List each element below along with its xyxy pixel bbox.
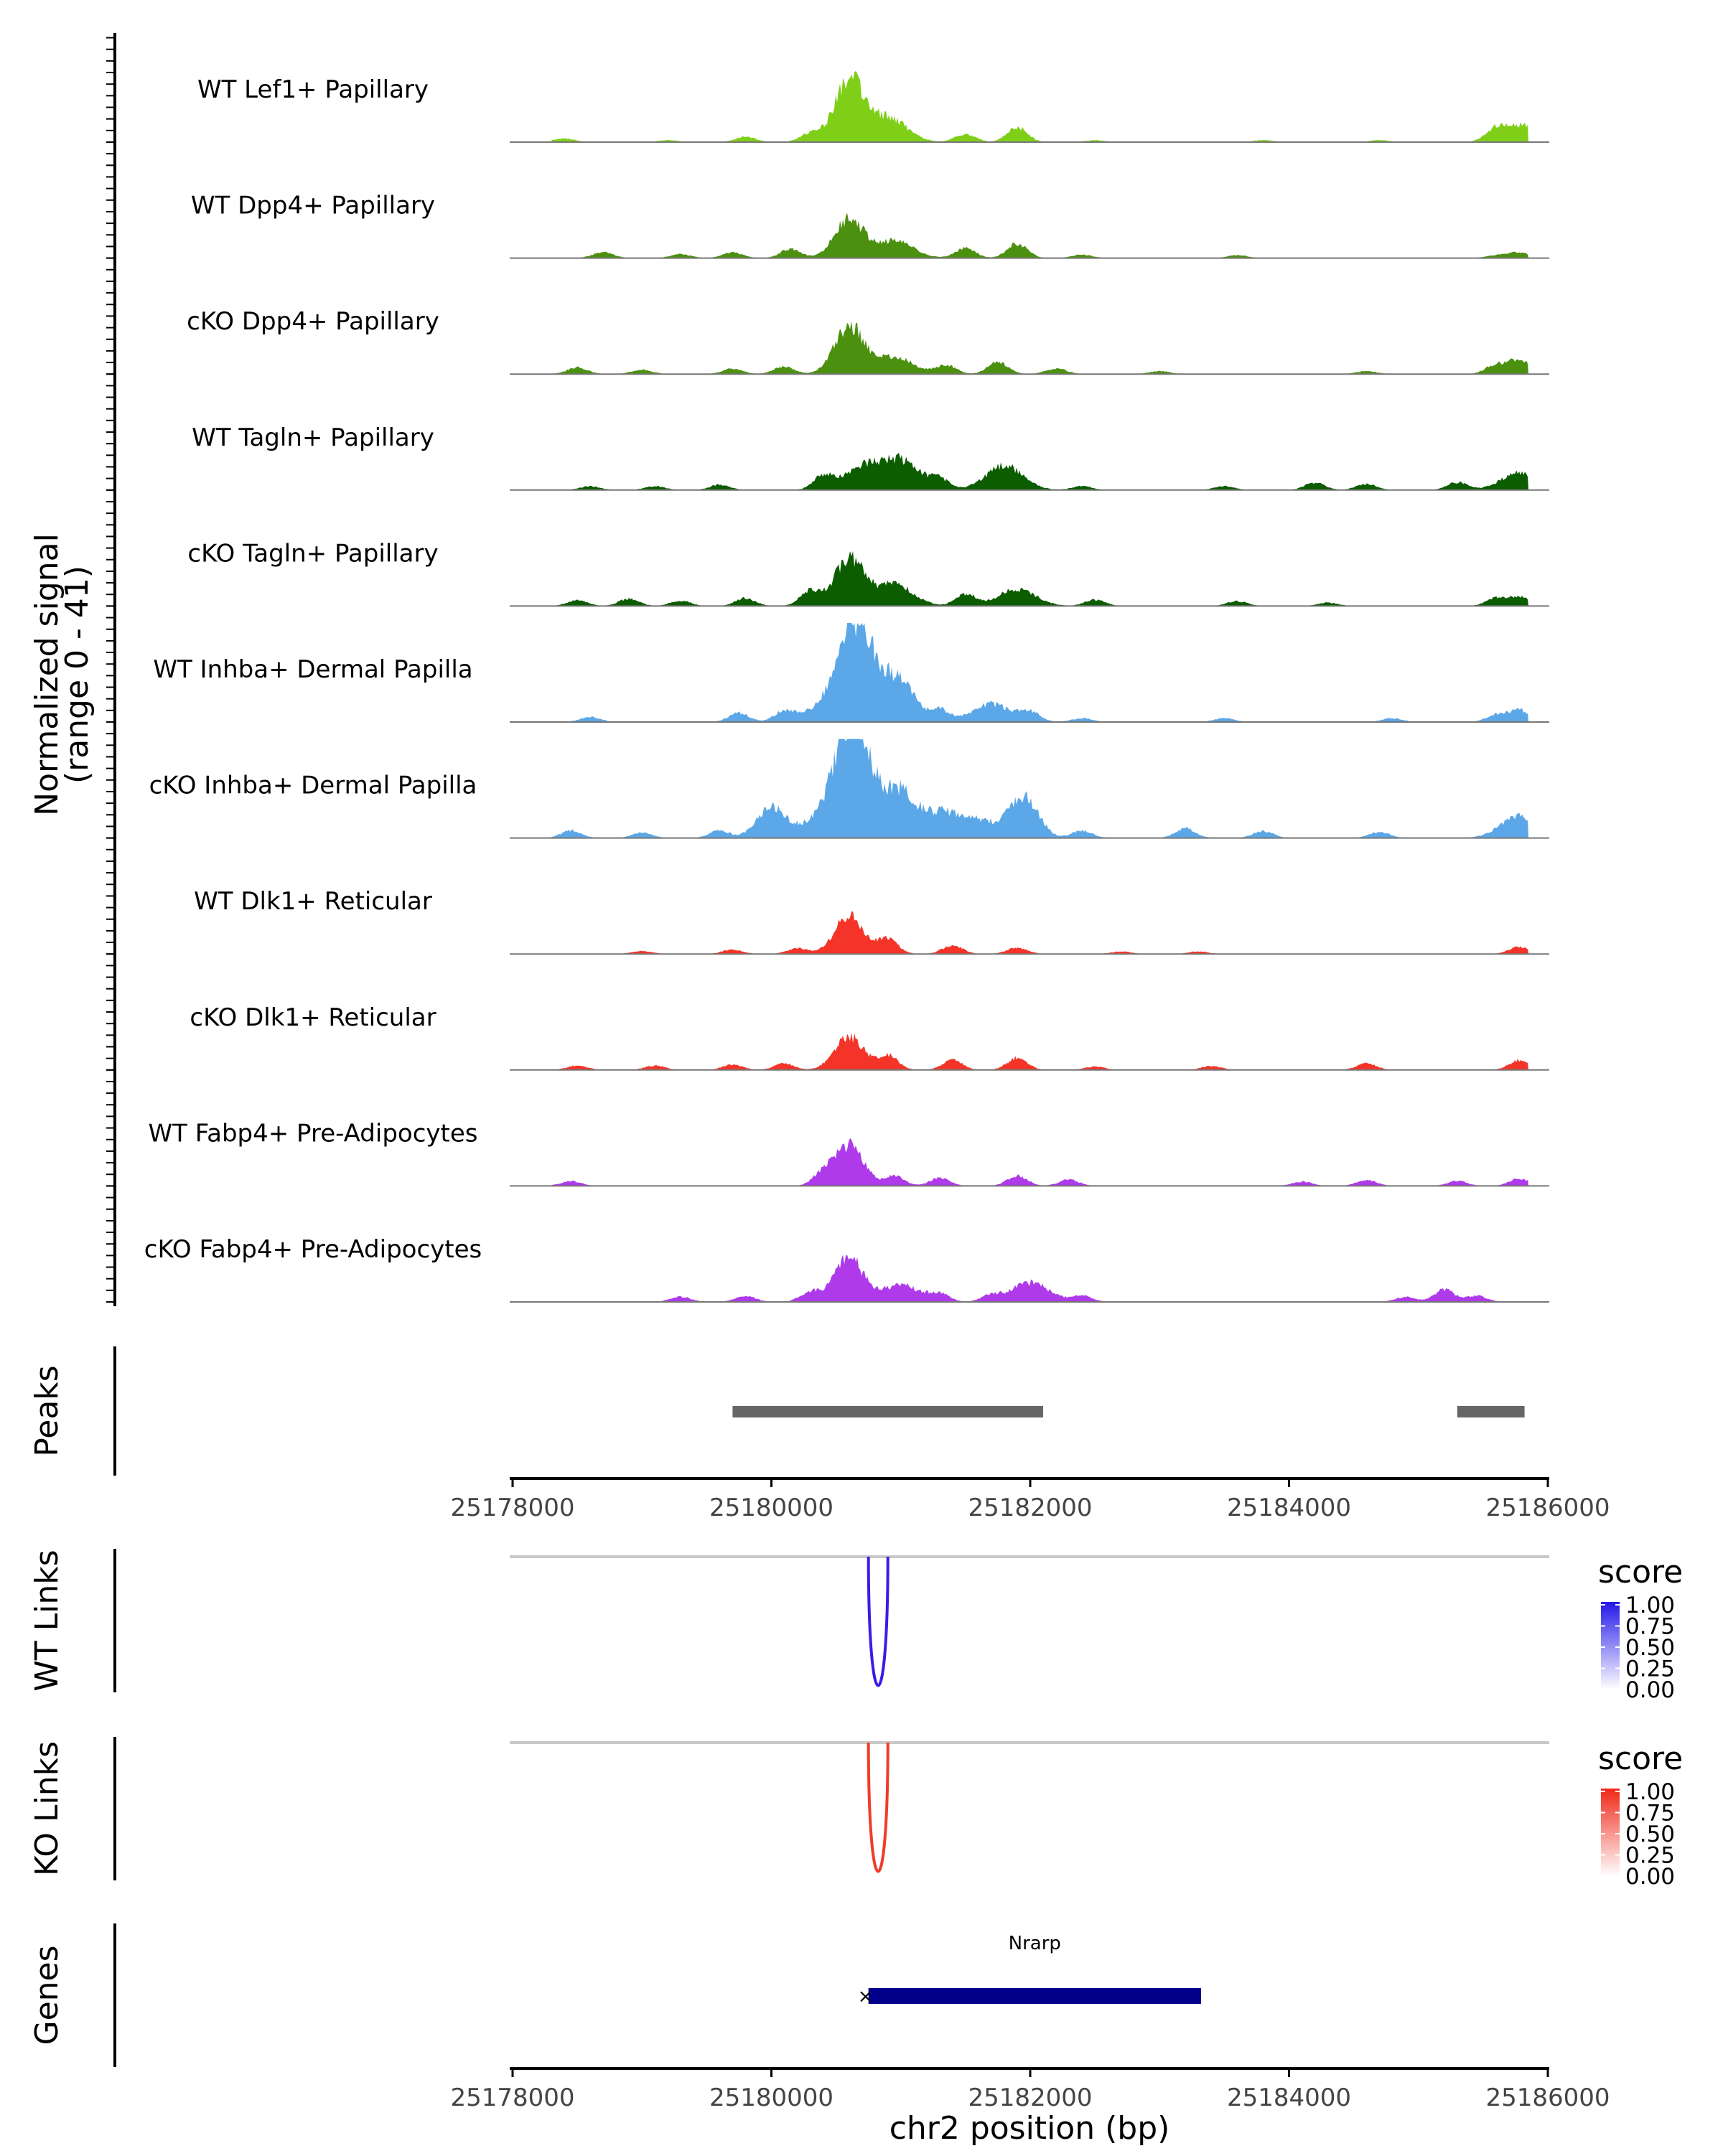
legend-tick-label: 1.00 [1625, 1779, 1675, 1805]
signal-area [551, 212, 1528, 258]
legend-tick-label: 0.25 [1625, 1843, 1675, 1869]
y-axis-range: (range 0 - 41) [59, 566, 95, 784]
coverage-panel: Normalized signal (range 0 - 41) WT Lef1… [29, 33, 1549, 1306]
link-arc [867, 1556, 889, 1687]
peaks-track-label: Peaks [29, 1365, 65, 1456]
x-tick-label: 25184000 [1227, 1494, 1351, 1522]
x-tick-label: 25182000 [968, 1494, 1092, 1522]
gene-body [868, 1988, 1201, 2004]
x-axis-upper: 25178000 25180000 25182000 25184000 25186000 [450, 1477, 1610, 1522]
track-label: cKO Dlk1+ Reticular [190, 1003, 436, 1032]
gene-name: Nrarp [1009, 1933, 1061, 1954]
x-tick-label: 25182000 [968, 2084, 1092, 2112]
signal-area [551, 1033, 1528, 1070]
signal-area [551, 911, 1528, 955]
track-cko-dpp4-papillary: cKO Dpp4+ Papillary [187, 307, 1549, 375]
track-label: WT Lef1+ Papillary [197, 75, 429, 104]
y-axis-title: Normalized signal [29, 533, 65, 816]
track-wt-lef1-papillary: WT Lef1+ Papillary [197, 70, 1549, 143]
track-label: WT Dlk1+ Reticular [194, 887, 432, 916]
wt-legend-title: score [1598, 1554, 1683, 1590]
x-tick-label: 25180000 [709, 2084, 834, 2112]
wt-links-track-label: WT Links [29, 1550, 65, 1691]
peak-region [1457, 1406, 1525, 1417]
peak-region [732, 1406, 1044, 1417]
wt-legend-ticks: 1.000.750.500.250.00 [1601, 1593, 1675, 1703]
x-tick-label: 25184000 [1227, 2084, 1351, 2112]
x-axis-lower: 25178000 25180000 25182000 25184000 25186000 [450, 2067, 1610, 2112]
x-axis-title: chr2 position (bp) [889, 2110, 1170, 2147]
track-label: cKO Dpp4+ Papillary [187, 307, 439, 336]
link-arc [867, 1742, 889, 1873]
legend-tick-label: 0.50 [1625, 1822, 1675, 1847]
coverage-y-ticks [106, 37, 115, 1303]
track-cko-inhba-dermal-papilla: cKO Inhba+ Dermal Papilla [149, 739, 1549, 839]
x-tick-label: 25180000 [709, 1494, 834, 1522]
signal-area [551, 551, 1528, 606]
ko-links-panel: KO Links [29, 1737, 1549, 1880]
x-tick-label: 25186000 [1485, 2084, 1610, 2112]
ko-link-arcs [867, 1742, 889, 1873]
signal-area [551, 1255, 1528, 1302]
track-label: WT Dpp4+ Papillary [191, 192, 435, 220]
track-label: WT Fabp4+ Pre-Adipocytes [149, 1119, 478, 1148]
track-wt-fabp4-pre-adipocytes: WT Fabp4+ Pre-Adipocytes [149, 1119, 1549, 1187]
genes-track-label: Genes [29, 1945, 65, 2045]
legend-tick-label: 0.00 [1625, 1864, 1675, 1890]
track-label: WT Inhba+ Dermal Papilla [153, 655, 472, 684]
track-wt-dpp4-papillary: WT Dpp4+ Papillary [191, 192, 1549, 259]
wt-links-panel: WT Links [29, 1549, 1549, 1692]
peak-regions [732, 1406, 1525, 1417]
legend-tick-label: 0.75 [1625, 1614, 1675, 1640]
track-wt-dlk1-reticular: WT Dlk1+ Reticular [194, 887, 1549, 955]
wt-score-legend: score 1.000.750.500.250.00 [1598, 1554, 1683, 1703]
track-cko-fabp4-pre-adipocytes: cKO Fabp4+ Pre-Adipocytes [144, 1235, 1549, 1303]
wt-link-arcs [867, 1556, 889, 1687]
track-cko-tagln-papillary: cKO Tagln+ Papillary [187, 539, 1549, 607]
signal-area [551, 739, 1528, 838]
wt-legend-colorbar [1601, 1602, 1620, 1689]
x-tick-label: 25178000 [450, 2084, 574, 2112]
ko-score-legend: score 1.000.750.500.250.00 [1598, 1740, 1683, 1890]
legend-tick-label: 0.75 [1625, 1801, 1675, 1827]
signal-area [551, 1138, 1528, 1186]
ko-legend-colorbar [1601, 1789, 1620, 1876]
track-label: WT Tagln+ Papillary [192, 423, 434, 452]
gene-strand-marker: × [858, 1986, 874, 2007]
x-tick-label: 25178000 [450, 1494, 574, 1522]
genes-panel: Genes Nrarp × [29, 1923, 1201, 2067]
track-cko-dlk1-reticular: cKO Dlk1+ Reticular [190, 1003, 1549, 1071]
ko-legend-ticks: 1.000.750.500.250.00 [1601, 1779, 1675, 1890]
legend-tick-label: 0.50 [1625, 1635, 1675, 1661]
peaks-panel: Peaks [29, 1346, 1525, 1476]
gene-models: Nrarp × [858, 1933, 1201, 2007]
track-label: cKO Fabp4+ Pre-Adipocytes [144, 1235, 482, 1264]
ko-legend-title: score [1598, 1740, 1683, 1777]
coverage-tracks: WT Lef1+ Papillary WT Dpp4+ Papillary cKO … [144, 70, 1549, 1303]
track-wt-inhba-dermal-papilla: WT Inhba+ Dermal Papilla [153, 623, 1549, 723]
signal-area [551, 452, 1528, 490]
ko-links-track-label: KO Links [29, 1741, 65, 1876]
x-tick-label: 25186000 [1485, 1494, 1610, 1522]
signal-area [551, 321, 1528, 375]
legend-tick-label: 1.00 [1625, 1593, 1675, 1618]
signal-area [551, 623, 1528, 722]
track-wt-tagln-papillary: WT Tagln+ Papillary [192, 423, 1549, 491]
legend-tick-label: 0.00 [1625, 1677, 1675, 1703]
legend-tick-label: 0.25 [1625, 1656, 1675, 1682]
signal-area [551, 70, 1528, 142]
track-label: cKO Inhba+ Dermal Papilla [149, 772, 477, 800]
track-label: cKO Tagln+ Papillary [187, 539, 438, 568]
